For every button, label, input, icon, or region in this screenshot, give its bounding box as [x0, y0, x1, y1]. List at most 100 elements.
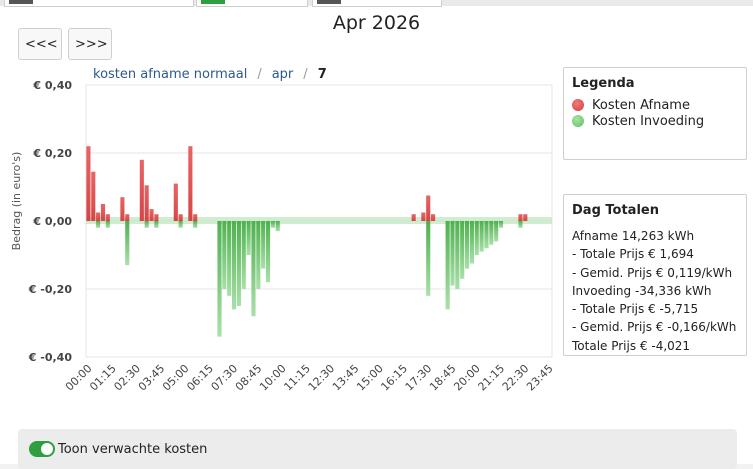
invoeding-bar: [498, 221, 504, 228]
legend-item-afname[interactable]: Kosten Afname: [572, 97, 738, 113]
afname-bar: [193, 214, 198, 221]
invoeding-bar: [251, 221, 256, 317]
x-tick-label: 05:00: [160, 362, 192, 394]
afname-bar: [518, 214, 523, 221]
invoeding-bar: [275, 221, 280, 232]
afname-bar: [100, 204, 106, 221]
x-tick-label: 11:15: [281, 362, 313, 394]
y-tick-label: € 0,00: [32, 215, 72, 228]
y-tick-label: € -0,20: [28, 283, 73, 296]
tab-2[interactable]: [196, 0, 308, 7]
invoeding-bar: [426, 221, 431, 296]
tab-3[interactable]: [312, 0, 442, 7]
invoeding-bar: [265, 221, 271, 283]
breadcrumb: kosten afname normaal / apr / 7: [93, 67, 327, 82]
x-tick-label: 07:30: [209, 362, 241, 394]
x-tick-label: 12:30: [306, 362, 338, 394]
zero-band: [86, 217, 552, 224]
afname-bar: [149, 209, 154, 221]
legend-label-invoeding: Kosten Invoeding: [592, 113, 705, 129]
afname-bar: [431, 214, 436, 221]
x-tick-label: 03:45: [136, 362, 168, 394]
y-tick-label: € 0,20: [32, 147, 72, 160]
x-tick-label: 13:45: [330, 362, 362, 394]
totals-line: Invoeding -34,336 kWh: [572, 283, 712, 298]
afname-bar: [411, 214, 416, 221]
invoeding-bar: [445, 221, 450, 310]
invoeding-bar: [96, 221, 101, 228]
x-tick-label: 22:30: [500, 362, 532, 394]
totals-line: - Totale Prijs € -5,715: [572, 302, 699, 317]
invoeding-bar: [494, 221, 499, 242]
afname-bar: [188, 146, 193, 221]
totals-line: - Gemid. Prijs € 0,119/kWh: [572, 265, 733, 280]
invoeding-bar: [450, 221, 455, 286]
expected-costs-label: Toon verwachte kosten: [58, 442, 208, 457]
x-tick-label: 02:30: [111, 362, 143, 394]
day-totals-panel: Dag Totalen Afname 14,263 kWh - Totale P…: [563, 194, 747, 356]
x-tick-label: 18:45: [427, 362, 459, 394]
y-tick-label: € 0,40: [32, 79, 72, 92]
invoeding-bar: [178, 221, 183, 228]
x-tick-label: 01:15: [87, 362, 119, 394]
afname-bar: [105, 214, 110, 221]
invoeding-bar: [460, 221, 465, 279]
invoeding-bar: [489, 221, 494, 245]
totals-line: Totale Prijs € -4,021: [572, 338, 691, 353]
breadcrumb-separator: /: [303, 67, 308, 82]
legend-item-invoeding[interactable]: Kosten Invoeding: [572, 113, 738, 129]
y-axis-title: Bedrag (in euro's): [10, 152, 23, 251]
totals-line: - Gemid. Prijs € -0,166/kWh: [572, 320, 737, 335]
x-tick-label: 17:30: [403, 362, 435, 394]
breadcrumb-separator: /: [257, 67, 262, 82]
tab-1[interactable]: [4, 0, 194, 7]
x-tick-label: 08:45: [233, 362, 265, 394]
invoeding-bar: [518, 221, 523, 228]
invoeding-bar: [270, 221, 275, 228]
breadcrumb-link-month[interactable]: apr: [271, 67, 294, 82]
invoeding-bar: [217, 221, 222, 337]
afname-bar: [125, 214, 130, 221]
cost-bar-chart: € 0,40 € 0,20 € 0,00 € -0,20 € -0,40 Bedrag (…: [10, 79, 556, 394]
invoeding-bar: [227, 221, 232, 296]
y-tick-label: € -0,40: [28, 351, 73, 364]
x-tick-label: 00:00: [63, 362, 95, 394]
legend-label-afname: Kosten Afname: [592, 97, 690, 113]
invoeding-bar: [261, 221, 266, 269]
afname-bar: [120, 197, 125, 221]
x-tick-label: 06:15: [184, 362, 216, 394]
invoeding-bar: [484, 221, 489, 249]
toggle-knob: [41, 443, 53, 455]
legend-dot-red-icon: [572, 99, 584, 111]
invoeding-bar: [241, 221, 246, 289]
invoeding-bar: [222, 221, 227, 289]
invoeding-bar: [469, 221, 474, 264]
x-tick-label: 15:00: [354, 362, 386, 394]
tab-2-icon: [201, 0, 225, 4]
afname-bar: [86, 146, 91, 221]
tab-strip: [0, 0, 753, 7]
totals-title: Dag Totalen: [572, 203, 659, 218]
x-tick-label: 16:15: [378, 362, 410, 394]
breadcrumb-current-day: 7: [317, 67, 327, 82]
legend-dot-green-icon: [572, 115, 584, 127]
page-title: Apr 2026: [332, 12, 421, 34]
next-button[interactable]: >>>: [68, 28, 112, 60]
afname-bar: [426, 195, 431, 221]
prev-button[interactable]: <<<: [18, 28, 62, 60]
afname-bar: [91, 171, 96, 221]
afname-bar: [154, 214, 159, 221]
expected-costs-toggle[interactable]: [29, 441, 55, 457]
afname-bar: [178, 214, 183, 221]
invoeding-bar: [464, 221, 470, 269]
tab-1-icon: [9, 0, 33, 4]
invoeding-bar: [474, 221, 479, 255]
totals-line: Afname 14,263 kWh: [572, 229, 695, 243]
x-tick-label: 21:15: [476, 362, 508, 394]
tab-3-icon: [317, 0, 341, 4]
invoeding-bar: [455, 221, 460, 289]
options-panel: Toon verwachte kosten: [18, 429, 737, 469]
breadcrumb-link-meter[interactable]: kosten afname normaal: [93, 67, 248, 82]
afname-bar: [173, 183, 178, 221]
